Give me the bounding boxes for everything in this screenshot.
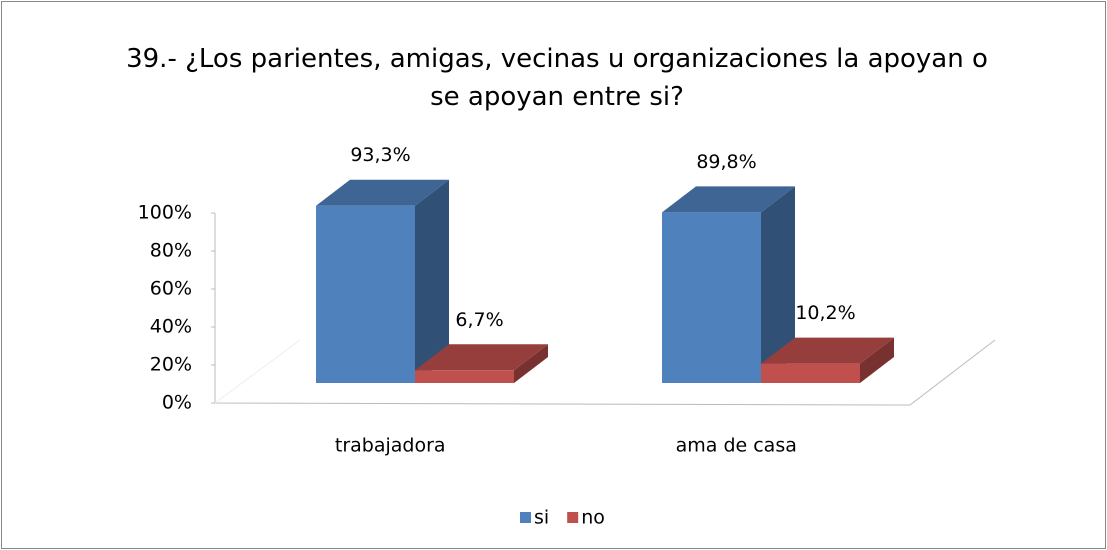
floor-edge bbox=[214, 339, 301, 404]
y-tick-label: 60% bbox=[150, 278, 192, 300]
y-tick-label: 80% bbox=[150, 240, 192, 262]
bar bbox=[662, 212, 761, 383]
value-label: 10,2% bbox=[795, 302, 855, 324]
value-label: 89,8% bbox=[696, 151, 756, 173]
bar bbox=[415, 370, 514, 383]
value-label: 93,3% bbox=[350, 144, 410, 166]
legend-label: si bbox=[534, 507, 549, 529]
bar bbox=[761, 363, 860, 383]
legend-swatch bbox=[567, 512, 579, 523]
chart-title: 39.- ¿Los parientes, amigas, vecinas u o… bbox=[126, 44, 988, 112]
y-tick-label: 0% bbox=[162, 392, 192, 414]
bar-top bbox=[761, 337, 894, 364]
y-tick-label: 100% bbox=[138, 202, 192, 224]
x-tick-label: trabajadora bbox=[335, 435, 446, 457]
bar-side bbox=[514, 344, 548, 383]
y-tick-label: 20% bbox=[150, 354, 192, 376]
bar-top bbox=[316, 179, 449, 206]
bar-top bbox=[415, 344, 548, 371]
legend-swatch bbox=[520, 512, 531, 523]
legend-label: no bbox=[581, 507, 605, 529]
value-label: 6,7% bbox=[455, 309, 503, 331]
y-tick-label: 40% bbox=[150, 316, 192, 338]
bar-top bbox=[662, 186, 795, 213]
bar-side bbox=[860, 337, 894, 383]
bar-side bbox=[415, 179, 449, 383]
bar-side bbox=[761, 186, 795, 383]
floor bbox=[214, 213, 996, 406]
bar bbox=[316, 205, 415, 383]
x-tick-label: ama de casa bbox=[676, 435, 797, 457]
